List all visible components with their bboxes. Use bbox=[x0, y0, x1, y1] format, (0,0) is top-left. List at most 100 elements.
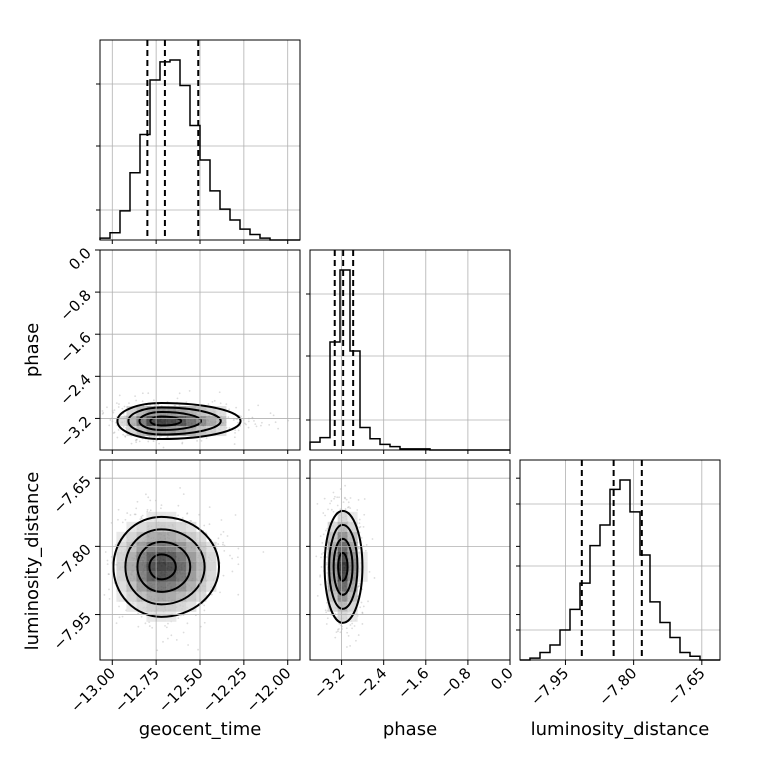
sample-point bbox=[325, 623, 328, 625]
sample-point bbox=[231, 570, 234, 573]
sample-point bbox=[164, 624, 166, 627]
sample-point bbox=[349, 645, 352, 647]
histogram-phase bbox=[309, 269, 510, 451]
sample-point bbox=[336, 504, 339, 507]
density-cell bbox=[166, 581, 177, 592]
density-cell bbox=[216, 426, 227, 437]
density-cell bbox=[347, 541, 358, 552]
density-cell bbox=[196, 591, 207, 602]
sample-point bbox=[135, 399, 138, 402]
sample-point bbox=[162, 640, 164, 643]
sample-point bbox=[320, 556, 322, 559]
density-cell bbox=[156, 601, 167, 612]
density-cell bbox=[337, 591, 348, 602]
density-cell bbox=[327, 571, 338, 582]
sample-point bbox=[338, 622, 341, 625]
density-cell bbox=[126, 531, 137, 542]
density-cell bbox=[126, 551, 137, 562]
sample-point bbox=[347, 506, 350, 508]
density-cell bbox=[126, 571, 137, 582]
sample-point bbox=[123, 405, 126, 408]
sample-point bbox=[219, 402, 222, 405]
sample-point bbox=[121, 615, 124, 618]
sample-point bbox=[325, 562, 328, 564]
density-cell bbox=[206, 426, 217, 437]
contour-level-4 bbox=[323, 509, 364, 624]
sample-point bbox=[104, 551, 107, 553]
sample-point bbox=[179, 487, 181, 489]
sample-point bbox=[349, 497, 352, 499]
sample-point bbox=[332, 491, 335, 494]
sample-point bbox=[141, 392, 144, 395]
sample-point bbox=[257, 404, 260, 407]
x-tick-label: −1.6 bbox=[394, 664, 432, 702]
density-cell bbox=[176, 426, 187, 437]
density-cell bbox=[327, 581, 338, 592]
sample-point bbox=[362, 525, 365, 528]
sample-point bbox=[188, 390, 191, 392]
sample-point bbox=[218, 391, 221, 394]
density-cell bbox=[216, 406, 227, 417]
density-cell bbox=[166, 561, 177, 572]
sample-point bbox=[187, 644, 190, 646]
density-cell bbox=[186, 521, 197, 532]
y-tick-label: −7.80 bbox=[50, 540, 95, 585]
sample-point bbox=[363, 513, 366, 516]
sample-point bbox=[322, 533, 325, 536]
density-cell bbox=[327, 541, 338, 552]
sample-point bbox=[175, 639, 178, 641]
sample-point bbox=[323, 497, 326, 500]
sample-point bbox=[236, 556, 239, 559]
sample-point bbox=[343, 496, 346, 499]
density-cell bbox=[156, 571, 167, 582]
histogram-geocent-time bbox=[99, 59, 300, 241]
sample-point bbox=[148, 435, 151, 438]
sample-point bbox=[157, 403, 160, 406]
sample-point bbox=[337, 628, 339, 631]
sample-point bbox=[158, 442, 160, 445]
sample-point bbox=[233, 436, 236, 439]
sample-point bbox=[262, 551, 265, 553]
density-cell bbox=[206, 541, 217, 552]
sample-point bbox=[237, 563, 240, 566]
x-axis-label-luminosity-distance: luminosity_distance bbox=[531, 719, 710, 740]
sample-point bbox=[322, 512, 325, 514]
density-cell bbox=[206, 551, 217, 562]
sample-point bbox=[101, 410, 104, 412]
x-tick-label: −7.65 bbox=[663, 664, 708, 709]
sample-point bbox=[274, 421, 277, 424]
sample-point bbox=[177, 514, 180, 517]
density-cell bbox=[136, 541, 147, 552]
sample-point bbox=[339, 508, 342, 511]
sample-point bbox=[135, 438, 138, 441]
density-cell bbox=[156, 521, 167, 532]
sample-point bbox=[207, 403, 210, 405]
y-axis-label-luminosity-distance: luminosity_distance bbox=[22, 472, 43, 651]
density-cell bbox=[166, 426, 177, 437]
density-cell bbox=[136, 551, 147, 562]
density-cell bbox=[126, 426, 137, 437]
density-cell bbox=[186, 561, 197, 572]
sample-point bbox=[248, 409, 250, 411]
sample-point bbox=[140, 516, 143, 518]
x-axis-label-phase: phase bbox=[383, 719, 437, 740]
density-cell bbox=[176, 551, 187, 562]
sample-point bbox=[234, 431, 236, 434]
sample-point bbox=[203, 604, 206, 607]
density-cell bbox=[186, 581, 197, 592]
density-cell bbox=[186, 551, 197, 562]
scatter-luminosity-distance-vs-geocent-time bbox=[103, 487, 265, 652]
x-tick-label: −0.8 bbox=[436, 664, 474, 702]
sample-point bbox=[338, 628, 340, 630]
sample-point bbox=[222, 574, 225, 577]
sample-point bbox=[118, 605, 120, 608]
sample-point bbox=[335, 631, 338, 633]
x-tick-label: −7.80 bbox=[595, 664, 640, 709]
density-cell bbox=[116, 541, 127, 552]
sample-point bbox=[141, 514, 144, 517]
sample-point bbox=[113, 431, 116, 434]
sample-point bbox=[368, 570, 371, 573]
contour-level-4 bbox=[116, 402, 242, 441]
density-cell bbox=[327, 521, 338, 532]
sample-point bbox=[107, 573, 110, 576]
